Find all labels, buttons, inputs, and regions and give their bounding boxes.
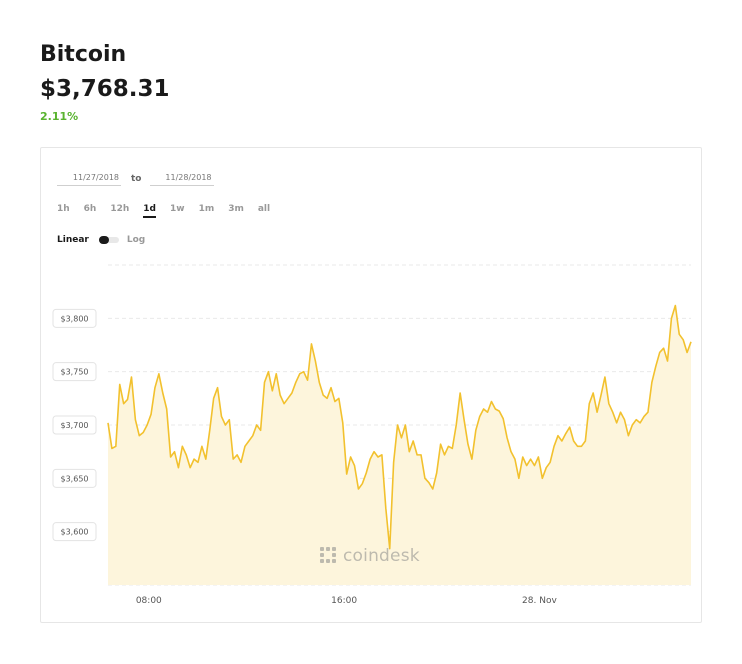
range-button-6h[interactable]: 6h <box>83 204 97 214</box>
price-line <box>107 304 692 550</box>
range-button-all[interactable]: all <box>257 204 271 214</box>
range-selector: 1h 6h 12h 1d 1w 1m 3m all <box>57 204 284 218</box>
range-button-1d[interactable]: 1d <box>143 204 156 218</box>
x-tick-label: 16:00 <box>331 596 357 606</box>
x-tick-label: 28. Nov <box>522 596 557 606</box>
y-tick-label: $3,600 <box>61 528 89 537</box>
y-tick-3800: $3,800 <box>52 308 97 328</box>
scale-log-label[interactable]: Log <box>126 235 146 245</box>
y-tick-label: $3,750 <box>61 368 89 377</box>
range-button-1w[interactable]: 1w <box>170 204 185 214</box>
range-button-1h[interactable]: 1h <box>57 204 70 214</box>
date-to-label: to <box>131 174 142 184</box>
price-area <box>108 305 691 585</box>
date-to-input[interactable] <box>149 172 214 186</box>
date-range: to <box>57 172 214 186</box>
y-tick-3600: $3,600 <box>52 522 97 542</box>
range-button-12h[interactable]: 12h <box>110 204 130 214</box>
price-change: 2.11% <box>40 110 79 123</box>
toggle-knob <box>98 236 109 244</box>
y-tick-box <box>52 308 97 328</box>
y-tick-box <box>52 522 97 542</box>
scale-linear-label[interactable]: Linear <box>57 235 89 245</box>
price-chart: $3,600 $3,650 $3,700 $3,750 $3,800 08:00 16:00… <box>52 264 692 606</box>
y-tick-3700: $3,700 <box>52 415 97 435</box>
coindesk-logo-icon <box>320 547 336 563</box>
y-tick-box <box>52 468 97 488</box>
x-tick-label: 08:00 <box>136 596 162 606</box>
y-tick-box <box>52 362 97 382</box>
y-tick-label: $3,700 <box>61 421 89 430</box>
date-from-input[interactable] <box>57 172 121 186</box>
coin-price: $3,768.31 <box>40 76 170 102</box>
coin-header: Bitcoin $3,768.31 2.11% <box>40 40 170 123</box>
coindesk-watermark: coindesk <box>319 546 420 566</box>
scale-toggle[interactable] <box>98 236 119 244</box>
y-tick-3650: $3,650 <box>52 468 97 488</box>
y-tick-3750: $3,750 <box>52 362 97 382</box>
coin-name: Bitcoin <box>40 42 127 67</box>
range-button-1m[interactable]: 1m <box>198 204 215 214</box>
scale-toggle-row: Linear Log <box>57 235 145 245</box>
range-button-3m[interactable]: 3m <box>228 204 244 214</box>
watermark-text: coindesk <box>343 546 420 566</box>
y-tick-box <box>52 415 97 435</box>
y-tick-label: $3,650 <box>61 474 89 483</box>
y-tick-label: $3,800 <box>61 314 89 323</box>
